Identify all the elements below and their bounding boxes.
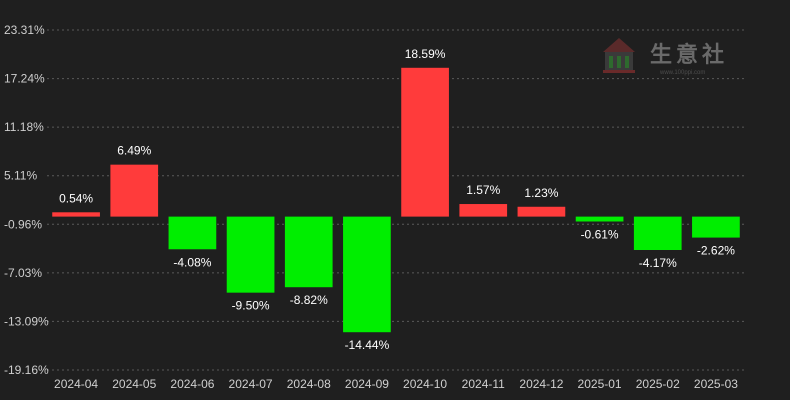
y-tick-label: -7.03%	[4, 266, 42, 280]
bar	[168, 216, 217, 250]
data-label: 1.23%	[524, 186, 558, 200]
x-tick-label: 2024-08	[287, 377, 331, 391]
bar	[401, 67, 449, 217]
grid-lines	[47, 29, 745, 371]
bar	[52, 212, 100, 217]
watermark-subtext: www.100ppi.com	[659, 70, 705, 76]
data-label: 6.49%	[117, 144, 151, 158]
x-axis-ticks: 2024-04 2024-05 2024-06 2024-07 2024-08 2024-…	[54, 377, 738, 391]
watermark-text: 生意社	[650, 42, 728, 67]
data-label: -9.50%	[232, 299, 270, 313]
x-tick-label: 2024-05	[112, 377, 156, 391]
bar	[575, 216, 624, 222]
y-tick-label: -0.96%	[4, 217, 42, 231]
bar	[226, 216, 275, 293]
x-tick-label: 2025-01	[578, 377, 622, 391]
data-label: -8.82%	[290, 293, 328, 307]
y-tick-label: 5.11%	[4, 169, 37, 183]
bar	[517, 206, 566, 217]
bar	[459, 204, 508, 217]
y-tick-label: 17.24%	[4, 72, 45, 86]
x-tick-label: 2025-03	[694, 377, 738, 391]
logo-icon	[603, 38, 635, 73]
y-tick-label: -13.09%	[4, 314, 49, 328]
x-tick-label: 2024-07	[229, 377, 273, 391]
data-label: 1.57%	[466, 183, 500, 197]
y-tick-label: -19.16%	[4, 363, 49, 377]
data-label: 0.54%	[59, 191, 93, 205]
bar	[343, 216, 391, 333]
data-label: -2.62%	[697, 244, 735, 258]
y-axis-ticks: 23.31% 17.24% 11.18% 5.11% -0.96% -7.03% -13.0…	[4, 23, 49, 377]
y-tick-label: 11.18%	[4, 120, 44, 134]
data-labels: 0.54% 6.49% -4.08% -9.50% -8.82% -14.44% 18.59…	[59, 47, 735, 352]
x-tick-label: 2025-02	[636, 377, 680, 391]
bar	[284, 216, 333, 288]
watermark: 生意社 www.100ppi.com	[603, 38, 728, 76]
x-tick-label: 2024-11	[462, 377, 505, 391]
data-label: -4.08%	[173, 255, 211, 269]
x-tick-label: 2024-12	[519, 377, 563, 391]
y-tick-label: 23.31%	[4, 23, 45, 37]
bar	[692, 216, 740, 238]
data-label: -4.17%	[639, 256, 677, 270]
x-tick-label: 2024-04	[54, 377, 98, 391]
data-label: -14.44%	[345, 338, 390, 352]
data-label: 18.59%	[405, 47, 446, 61]
data-label: -0.61%	[581, 227, 619, 241]
bars	[52, 67, 740, 333]
x-tick-label: 2024-10	[403, 377, 447, 391]
bar	[633, 216, 682, 250]
x-tick-label: 2024-09	[345, 377, 389, 391]
bar	[110, 164, 159, 217]
x-tick-label: 2024-06	[170, 377, 214, 391]
